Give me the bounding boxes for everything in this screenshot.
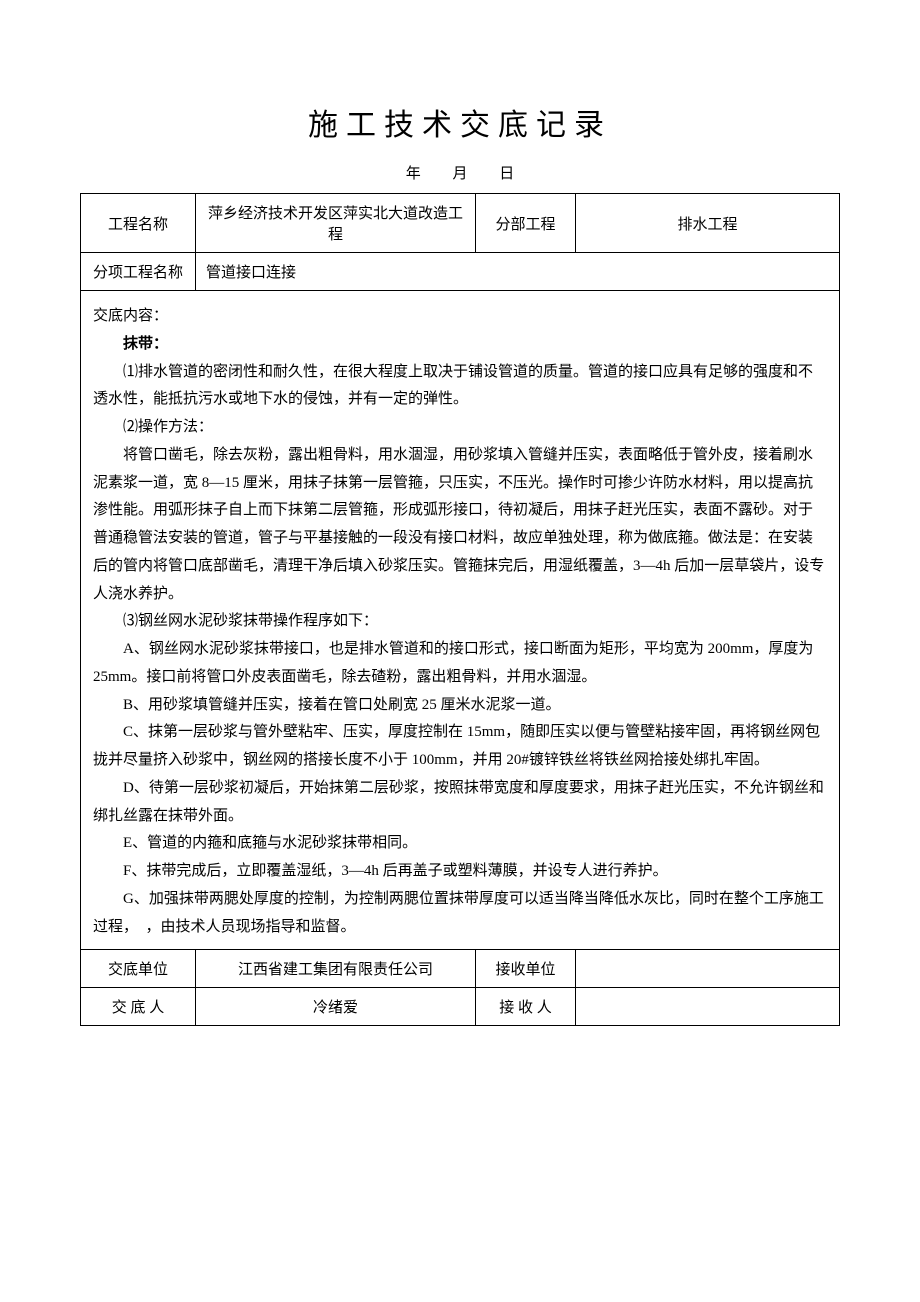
content-p5: A、钢丝网水泥砂浆抹带接口，也是排水管道和的接口形式，接口断面为矩形，平均宽为 …	[93, 636, 827, 692]
content-p9: E、管道的内箍和底箍与水泥砂浆抹带相同。	[93, 830, 827, 858]
section-title: 抹带：	[93, 331, 827, 359]
content-p2: ⑵操作方法：	[93, 414, 827, 442]
sub-project-value: 排水工程	[576, 194, 840, 253]
disclosing-unit-value: 江西省建工集团有限责任公司	[196, 950, 476, 988]
disclosing-person-label: 交 底 人	[81, 988, 196, 1026]
disclosing-person-value: 冷绪爱	[196, 988, 476, 1026]
year-label: 年	[406, 166, 421, 182]
month-label: 月	[452, 166, 467, 182]
main-table: 工程名称 萍乡经济技术开发区萍实北大道改造工程 分部工程 排水工程 分项工程名称…	[80, 193, 840, 1026]
content-p10: F、抹带完成后，立即覆盖湿纸，3—4h 后再盖子或塑料薄膜，并设专人进行养护。	[93, 858, 827, 886]
receiving-unit-value	[576, 950, 840, 988]
item-name-value: 管道接口连接	[196, 253, 840, 291]
date-line: 年 月 日	[80, 162, 840, 183]
header-row-1: 工程名称 萍乡经济技术开发区萍实北大道改造工程 分部工程 排水工程	[81, 194, 840, 253]
footer-row-2: 交 底 人 冷绪爱 接 收 人	[81, 988, 840, 1026]
receiving-unit-label: 接收单位	[476, 950, 576, 988]
receiving-person-value	[576, 988, 840, 1026]
content-row: 交底内容： 抹带： ⑴排水管道的密闭性和耐久性，在很大程度上取决于铺设管道的质量…	[81, 291, 840, 950]
footer-row-1: 交底单位 江西省建工集团有限责任公司 接收单位	[81, 950, 840, 988]
sub-project-label: 分部工程	[476, 194, 576, 253]
document-title: 施工技术交底记录	[80, 100, 840, 144]
content-p3: 将管口凿毛，除去灰粉，露出粗骨料，用水涸湿，用砂浆填入管缝并压实，表面略低于管外…	[93, 442, 827, 609]
content-p7: C、抹第一层砂浆与管外壁粘牢、压实，厚度控制在 15mm，随即压实以便与管壁粘接…	[93, 719, 827, 775]
content-p4: ⑶钢丝网水泥砂浆抹带操作程序如下：	[93, 608, 827, 636]
project-name-value: 萍乡经济技术开发区萍实北大道改造工程	[196, 194, 476, 253]
project-name-label: 工程名称	[81, 194, 196, 253]
day-label: 日	[499, 166, 514, 182]
content-p6: B、用砂浆填管缝并压实，接着在管口处刷宽 25 厘米水泥浆一道。	[93, 692, 827, 720]
item-name-label: 分项工程名称	[81, 253, 196, 291]
content-header: 交底内容：	[93, 303, 827, 331]
disclosing-unit-label: 交底单位	[81, 950, 196, 988]
content-cell: 交底内容： 抹带： ⑴排水管道的密闭性和耐久性，在很大程度上取决于铺设管道的质量…	[81, 291, 840, 950]
receiving-person-label: 接 收 人	[476, 988, 576, 1026]
content-p8: D、待第一层砂浆初凝后，开始抹第二层砂浆，按照抹带宽度和厚度要求，用抹子赶光压实…	[93, 775, 827, 831]
content-p1: ⑴排水管道的密闭性和耐久性，在很大程度上取决于铺设管道的质量。管道的接口应具有足…	[93, 359, 827, 415]
header-row-2: 分项工程名称 管道接口连接	[81, 253, 840, 291]
content-p11: G、加强抹带两腮处厚度的控制，为控制两腮位置抹带厚度可以适当降当降低水灰比，同时…	[93, 886, 827, 942]
